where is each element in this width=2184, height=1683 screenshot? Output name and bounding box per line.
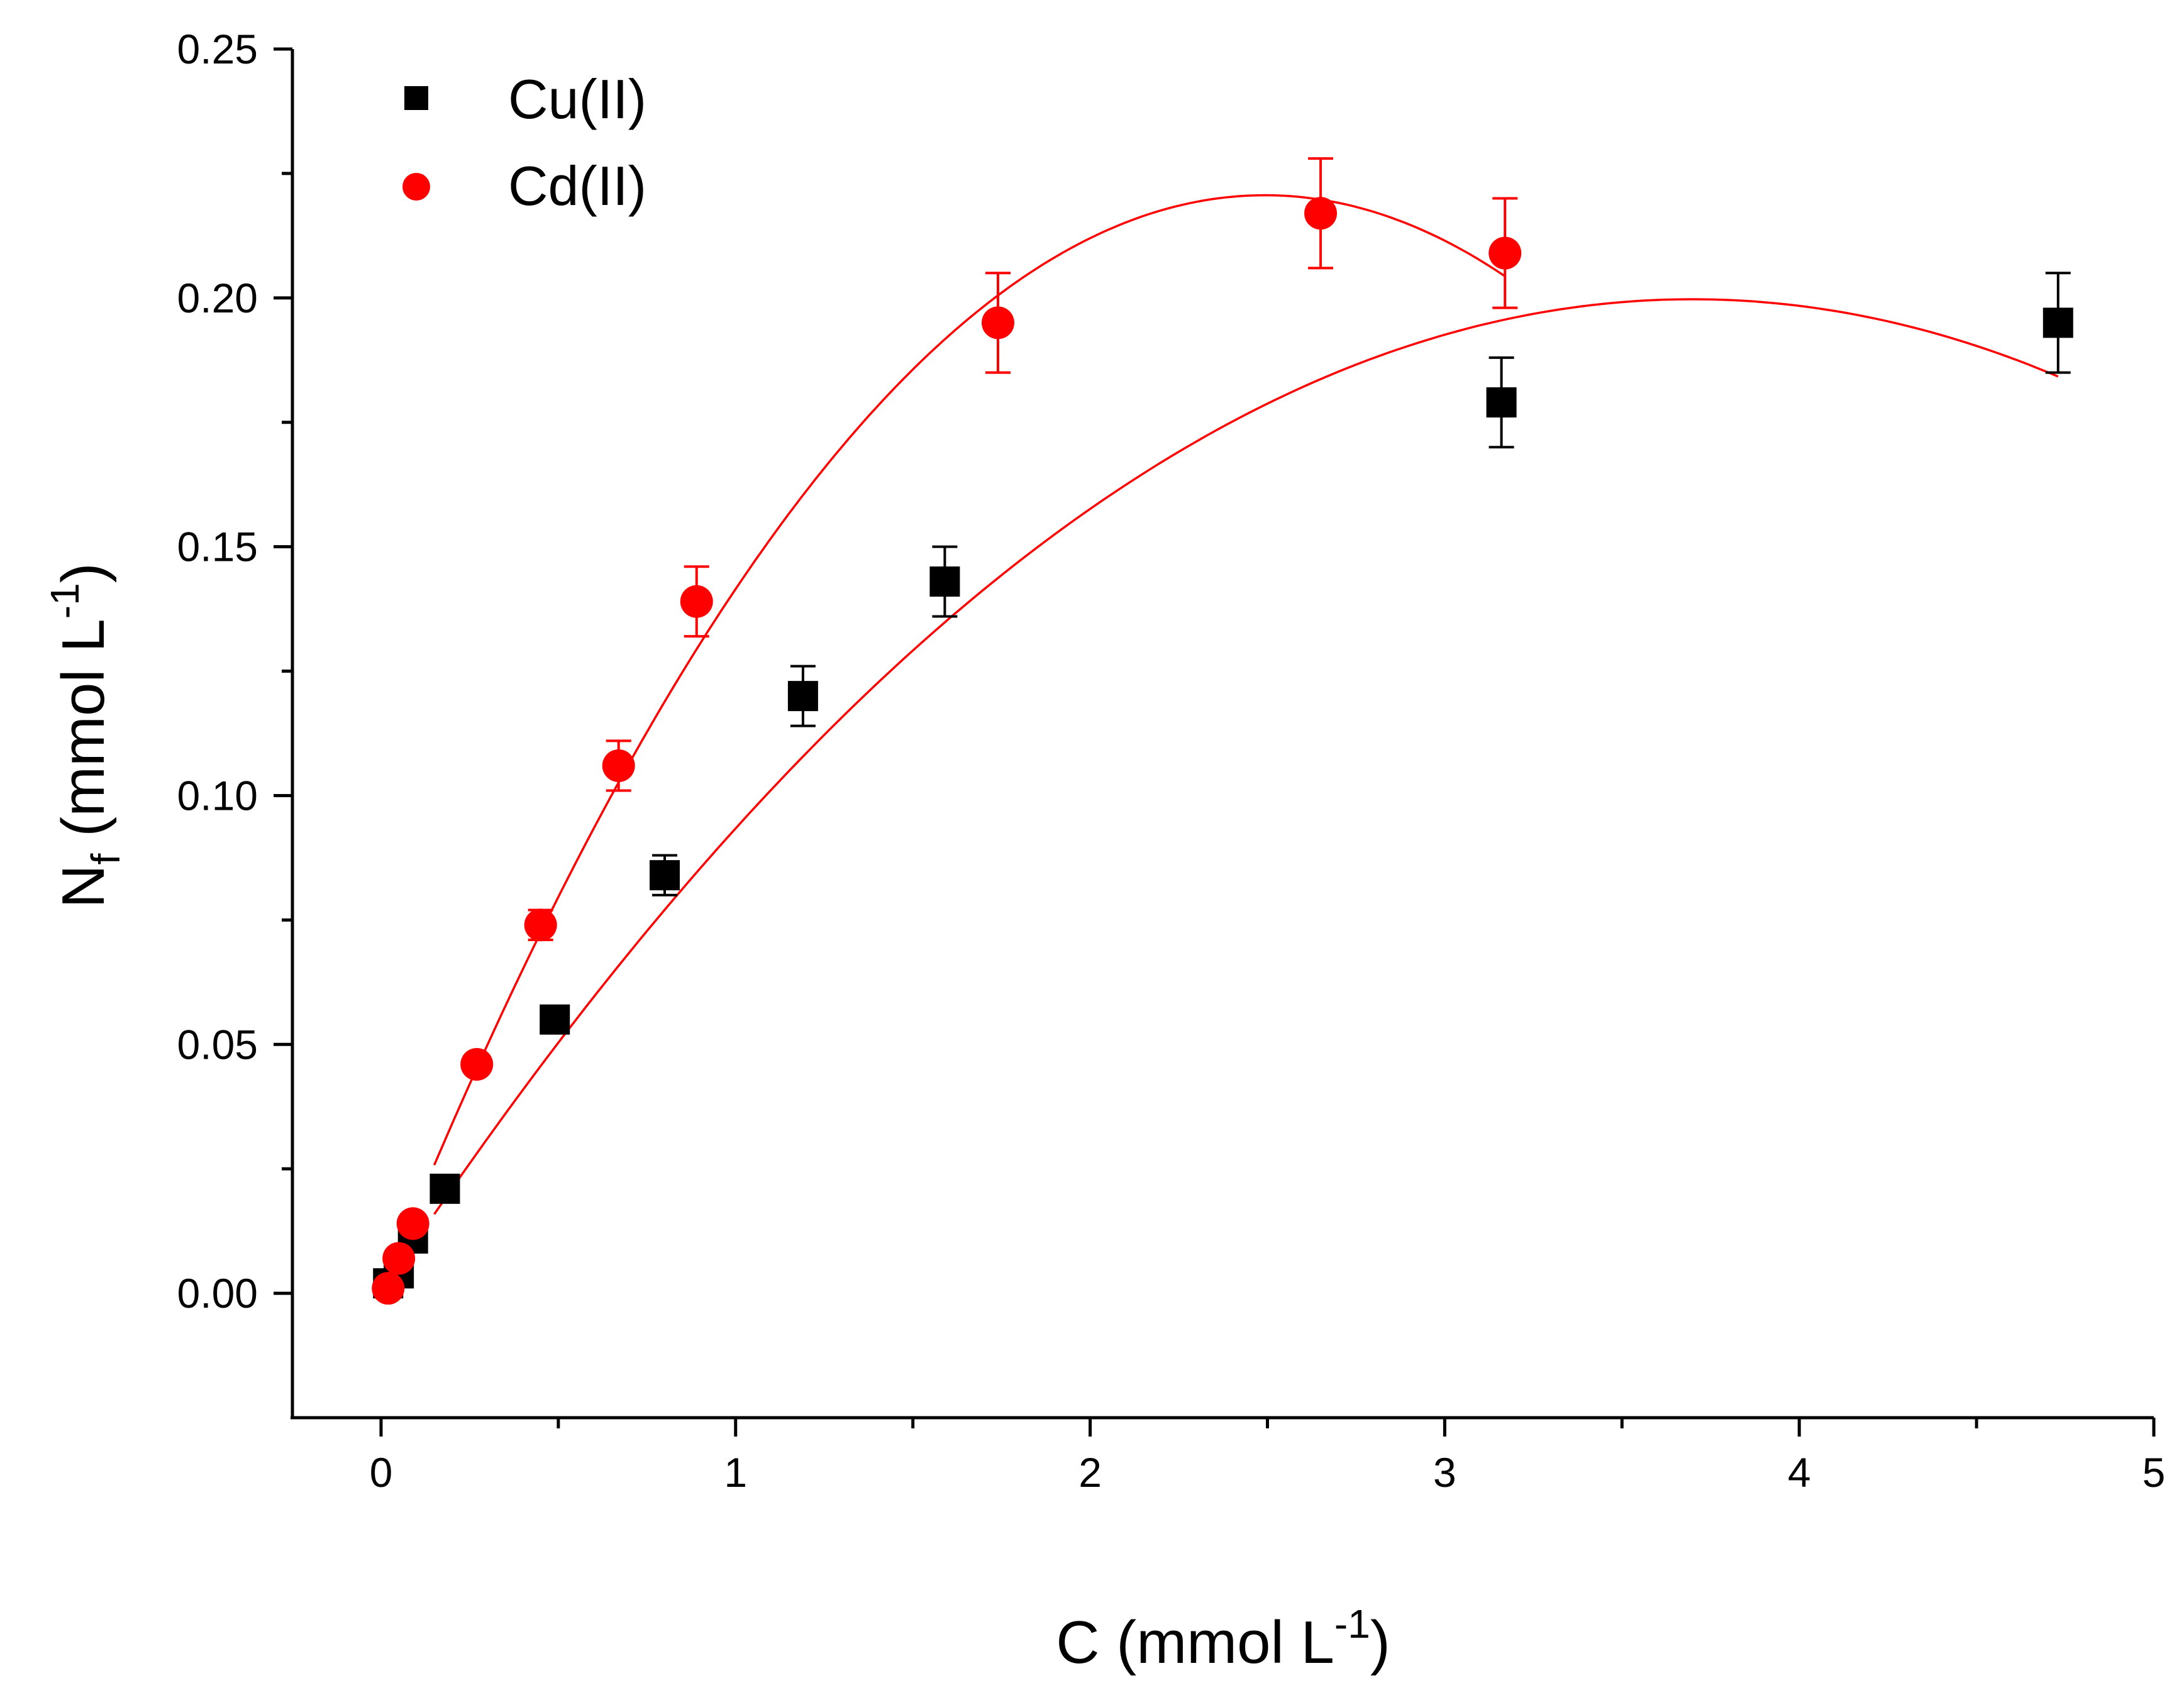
y-axis-title-sup: -1	[42, 583, 87, 619]
y-tick-label: 0.25	[177, 26, 258, 72]
ticks: 0 1 2 3 4 5 0.00 0.05 0.10 0.15 0.20 0.25	[177, 26, 2166, 1496]
data-point-cd	[1304, 197, 1338, 230]
data-point-cd	[524, 908, 557, 942]
data-point-cd	[602, 749, 635, 782]
data-point-cd	[396, 1207, 430, 1240]
data-points	[372, 197, 2073, 1305]
fit-curves	[433, 194, 2059, 1215]
data-point-cd	[372, 1272, 405, 1305]
data-point-cu	[650, 860, 680, 891]
y-axis-title: Nf (mmol L-1)	[42, 563, 128, 908]
svg-text:Nf (mmol L-1): Nf (mmol L-1)	[42, 563, 128, 908]
data-point-cd	[382, 1242, 416, 1275]
x-tick-label: 4	[1788, 1449, 1811, 1496]
y-axis-title-sub: f	[83, 853, 128, 864]
x-axis-title: C (mmol L-1)	[1056, 1601, 1390, 1676]
legend-marker-circle	[402, 173, 430, 201]
axes	[291, 49, 2154, 1420]
y-tick-label: 0.10	[177, 772, 258, 819]
svg-text:C (mmol L-1): C (mmol L-1)	[1056, 1601, 1390, 1676]
x-tick-label: 0	[370, 1449, 393, 1496]
data-point-cu	[430, 1173, 460, 1204]
error-bars	[528, 157, 2071, 942]
x-tick-label: 2	[1078, 1449, 1102, 1496]
y-axis-title-main: N	[50, 864, 117, 908]
y-tick-label: 0.20	[177, 275, 258, 321]
data-point-cu	[929, 566, 960, 597]
x-axis-title-main: C (mmol L	[1056, 1609, 1334, 1676]
legend-item-cu: Cu(II)	[404, 68, 646, 130]
data-point-cd	[460, 1047, 494, 1081]
legend: Cu(II) Cd(II)	[402, 68, 646, 217]
data-point-cu	[1486, 387, 1517, 418]
x-axis-title-tail: )	[1370, 1609, 1390, 1676]
fit-line-series-1	[433, 194, 1506, 1166]
data-point-cu	[2043, 307, 2073, 338]
y-axis-title-tail: )	[50, 563, 117, 583]
x-tick-label: 1	[724, 1449, 747, 1496]
x-axis-title-sup: -1	[1334, 1601, 1370, 1647]
y-tick-label: 0.00	[177, 1270, 258, 1316]
data-point-cu	[787, 681, 818, 712]
data-point-cd	[1488, 236, 1522, 270]
legend-label-cu: Cu(II)	[508, 68, 646, 130]
x-tick-label: 3	[1433, 1449, 1456, 1496]
fit-line-series-0	[433, 298, 2059, 1215]
y-tick-label: 0.05	[177, 1021, 258, 1068]
data-point-cd	[680, 585, 713, 618]
legend-item-cd: Cd(II)	[402, 155, 646, 217]
legend-label-cd: Cd(II)	[508, 155, 646, 217]
legend-marker-square	[404, 86, 428, 110]
data-point-cd	[981, 306, 1014, 339]
data-point-cu	[540, 1004, 570, 1035]
x-tick-label: 5	[2142, 1449, 2166, 1496]
y-axis-title-mid: (mmol L	[50, 619, 117, 853]
y-tick-label: 0.15	[177, 524, 258, 570]
